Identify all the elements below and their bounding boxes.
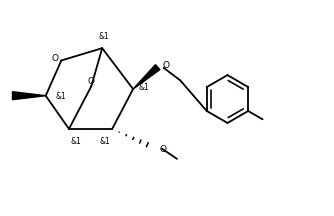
Polygon shape (133, 65, 160, 89)
Text: O: O (160, 145, 167, 154)
Text: &1: &1 (55, 92, 66, 101)
Text: &1: &1 (99, 32, 109, 41)
Text: &1: &1 (71, 137, 81, 146)
Text: &1: &1 (100, 137, 110, 146)
Polygon shape (12, 92, 46, 100)
Text: O: O (52, 54, 59, 63)
Text: O: O (162, 61, 169, 70)
Text: O: O (87, 77, 94, 86)
Text: &1: &1 (138, 83, 149, 92)
